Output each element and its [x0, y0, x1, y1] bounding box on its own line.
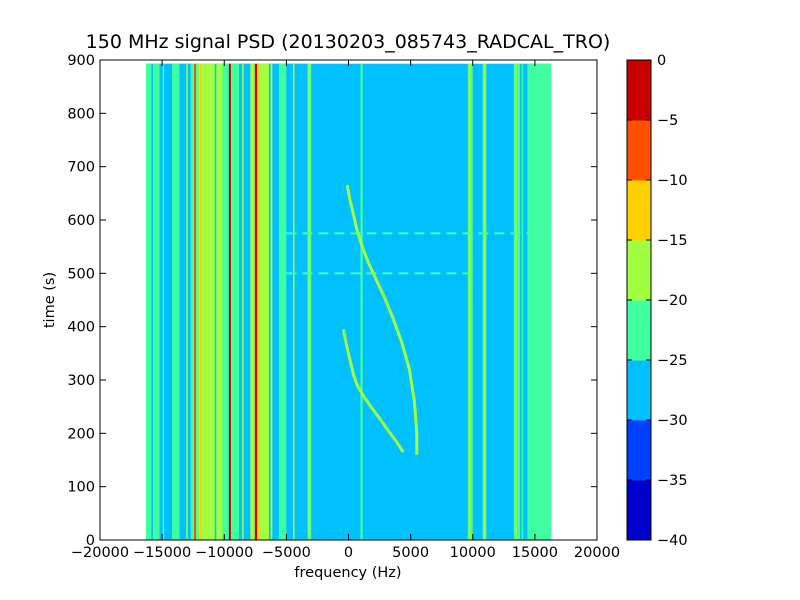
colorbar-segment	[627, 240, 651, 301]
psd-band	[239, 63, 251, 540]
psd-line	[151, 63, 153, 540]
x-ticks: −20000 −15000 −10000 −5000 0 5000 10000 15000 20…	[71, 60, 620, 561]
psd-band	[159, 63, 173, 540]
y-tick-label: 600	[67, 213, 95, 229]
y-ticks: 0 100 200 300 400 500 600 700 800 900	[67, 53, 597, 549]
colorbar-tick-label: 0	[657, 53, 666, 69]
colorbar-tick-label: −30	[657, 413, 688, 429]
psd-line	[194, 63, 197, 540]
colorbar-segment	[627, 480, 651, 541]
y-tick-label: 400	[67, 320, 95, 336]
colorbar-segment	[627, 420, 651, 481]
colorbar-tick-label: −10	[657, 173, 688, 189]
x-axis-label: frequency (Hz)	[294, 565, 401, 581]
psd-line	[214, 63, 217, 540]
colorbar-segment	[627, 180, 651, 241]
plot-area: −20000 −15000 −10000 −5000 0 5000 10000 15000 20…	[67, 53, 620, 561]
colorbar-tick-label: −25	[657, 353, 688, 369]
chart-title: 150 MHz signal PSD (20130203_085743_RADC…	[86, 31, 611, 53]
psd-line	[360, 63, 363, 540]
psd-line	[254, 63, 258, 540]
colorbar-segment	[627, 60, 651, 121]
psd-line	[221, 63, 223, 540]
colorbar-tick-label: −35	[657, 473, 688, 489]
psd-line	[186, 63, 188, 540]
psd-band	[532, 63, 552, 540]
psd-band	[198, 63, 222, 540]
y-tick-label: 700	[67, 160, 95, 176]
x-tick-label: 10000	[450, 545, 496, 561]
x-tick-label: 0	[344, 545, 353, 561]
y-tick-label: 100	[67, 480, 95, 496]
psd-trace	[342, 329, 405, 453]
psd-line	[228, 63, 231, 540]
colorbar: 0 −5 −10 −15 −20 −25 −30 −35 −40	[626, 53, 688, 549]
y-tick-label: 500	[67, 266, 95, 282]
x-tick-label: −5000	[262, 545, 311, 561]
psd-trace	[345, 185, 419, 455]
psd-line	[258, 63, 260, 540]
y-axis-label: time (s)	[42, 272, 58, 328]
data-layer	[145, 63, 552, 540]
psd-line	[162, 63, 165, 540]
psd-line	[270, 63, 273, 540]
psd-band	[172, 63, 180, 540]
x-tick-label: 20000	[574, 545, 620, 561]
psd-line	[483, 63, 486, 540]
y-tick-label: 200	[67, 426, 95, 442]
y-tick-label: 800	[67, 106, 95, 122]
colorbar-segment	[627, 300, 651, 361]
x-tick-label: 5000	[392, 545, 429, 561]
x-tick-label: −10000	[195, 545, 253, 561]
psd-line	[468, 63, 471, 540]
psd-band	[179, 63, 191, 540]
colorbar-tick-label: −5	[657, 113, 678, 129]
psd-line	[308, 63, 311, 540]
colorbar-segment	[627, 120, 651, 181]
colorbar-segment	[627, 360, 651, 421]
psd-band	[527, 63, 533, 540]
psd-line	[207, 63, 209, 540]
x-tick-label: 15000	[512, 545, 558, 561]
psd-line	[199, 63, 202, 540]
y-tick-label: 0	[86, 533, 95, 549]
y-tick-label: 900	[67, 53, 95, 69]
psd-band	[268, 63, 279, 540]
y-tick-label: 300	[67, 373, 95, 389]
psd-line	[515, 63, 517, 540]
colorbar-tick-label: −40	[657, 533, 688, 549]
psd-band	[278, 63, 287, 540]
psd-band	[286, 63, 308, 540]
colorbar-tick-label: −20	[657, 293, 688, 309]
x-tick-label: −20000	[71, 545, 129, 561]
psd-line	[293, 63, 295, 540]
psd-line	[242, 63, 244, 540]
x-tick-label: −15000	[133, 545, 191, 561]
psd-line	[521, 63, 524, 540]
colorbar-tick-label: −15	[657, 233, 688, 249]
